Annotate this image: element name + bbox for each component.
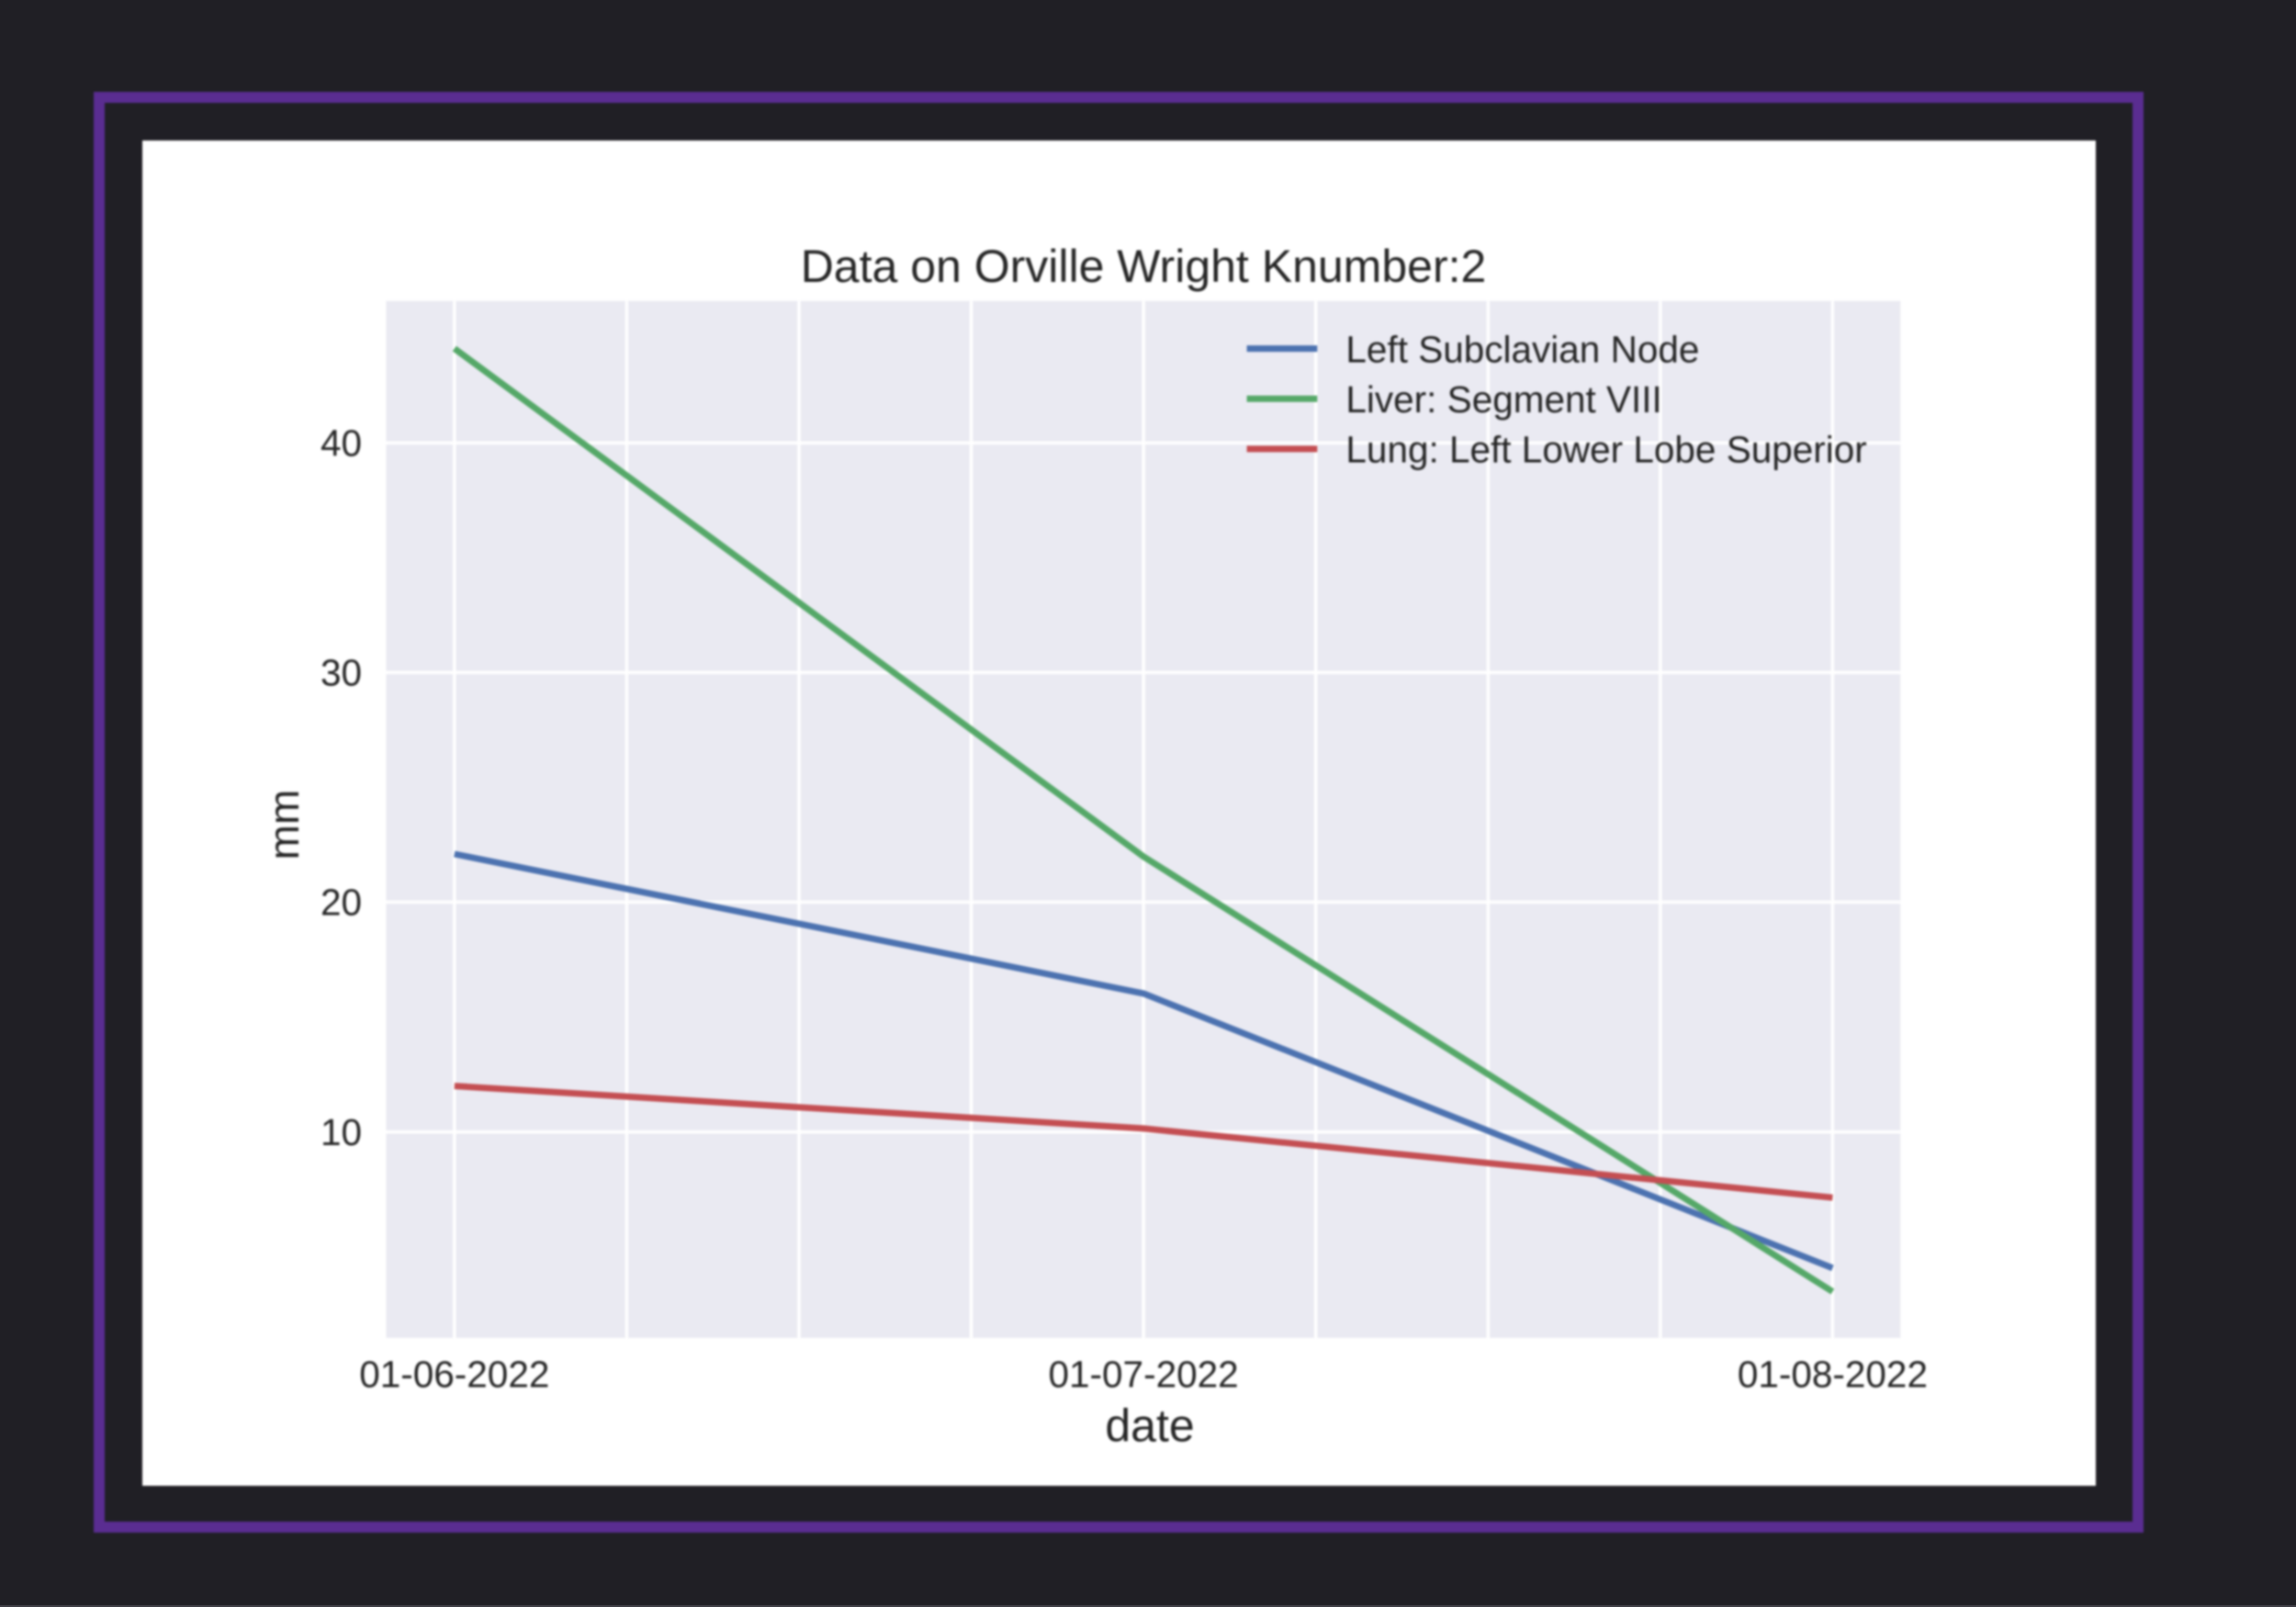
svg-text:mm: mm [260, 790, 308, 860]
svg-text:20: 20 [321, 882, 362, 924]
svg-text:30: 30 [321, 652, 362, 694]
svg-text:01-06-2022: 01-06-2022 [359, 1354, 549, 1396]
svg-text:01-07-2022: 01-07-2022 [1049, 1354, 1239, 1396]
svg-text:01-08-2022: 01-08-2022 [1738, 1354, 1928, 1396]
svg-text:Data on Orville Wright Knumber: Data on Orville Wright Knumber:2 [801, 241, 1487, 292]
svg-text:date: date [1105, 1400, 1194, 1452]
svg-text:Liver: Segment VIII: Liver: Segment VIII [1345, 378, 1661, 421]
svg-text:Lung: Left Lower Lobe Superior: Lung: Left Lower Lobe Superior [1345, 429, 1866, 471]
svg-text:10: 10 [321, 1111, 362, 1153]
svg-text:40: 40 [321, 422, 362, 465]
svg-text:Left Subclavian Node: Left Subclavian Node [1345, 328, 1699, 370]
